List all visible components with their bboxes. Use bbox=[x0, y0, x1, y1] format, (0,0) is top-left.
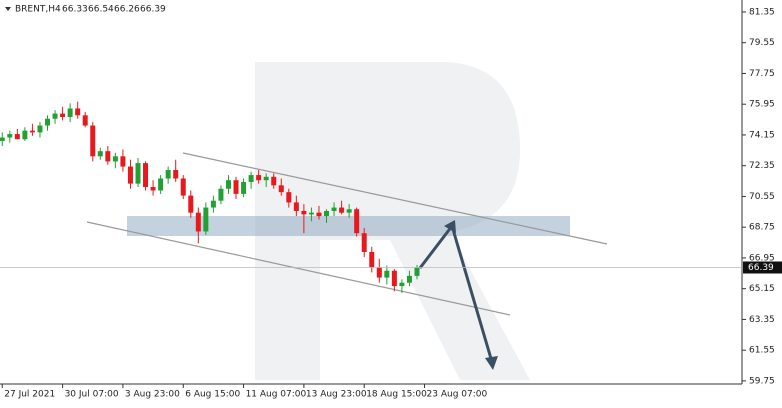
channel-line bbox=[86, 221, 511, 316]
header-value: 66.54 bbox=[88, 5, 114, 15]
header-value: 66.39 bbox=[140, 5, 166, 15]
candle-body bbox=[354, 209, 360, 234]
candle-body bbox=[60, 113, 66, 118]
candle-body bbox=[399, 282, 405, 287]
candle-body bbox=[22, 130, 28, 140]
candle-body bbox=[105, 151, 111, 162]
candle-body bbox=[256, 175, 262, 181]
candle-body bbox=[210, 200, 216, 208]
candles bbox=[0, 101, 420, 293]
candle-body bbox=[218, 188, 224, 201]
candle-body bbox=[165, 169, 171, 179]
channel-line bbox=[182, 152, 608, 245]
candle-body bbox=[361, 233, 367, 252]
y-tick-label: 68.75 bbox=[749, 223, 775, 233]
candle-body bbox=[301, 210, 307, 215]
arrow-head bbox=[485, 356, 498, 370]
candle-body bbox=[241, 181, 247, 194]
candle-body bbox=[271, 176, 277, 186]
candle-body bbox=[14, 134, 20, 140]
candle-body bbox=[97, 151, 103, 157]
last-price-label: 66.39 bbox=[748, 263, 774, 273]
symbol: BRENT,H4 bbox=[15, 5, 61, 15]
arrow-head bbox=[444, 220, 456, 233]
x-tick-label: 18 Aug 15:00 bbox=[366, 390, 427, 400]
menu-icon[interactable] bbox=[5, 7, 11, 11]
x-tick-label: 3 Aug 23:00 bbox=[125, 390, 180, 400]
x-tick-label: 27 Jul 2021 bbox=[4, 390, 55, 400]
candle-body bbox=[263, 176, 269, 181]
candle-body bbox=[127, 166, 133, 184]
last-price-box bbox=[743, 261, 782, 274]
candle-body bbox=[7, 134, 13, 138]
x-tick-label: 11 Aug 07:00 bbox=[246, 390, 307, 400]
candle-body bbox=[369, 251, 375, 268]
y-tick-label: 65.15 bbox=[749, 284, 775, 294]
candle-body bbox=[376, 267, 382, 278]
candle-body bbox=[188, 195, 194, 213]
y-tick-label: 79.55 bbox=[749, 38, 775, 48]
candle-body bbox=[75, 108, 81, 116]
candle-body bbox=[52, 113, 58, 119]
candle-body bbox=[82, 115, 88, 126]
y-tick-label: 59.75 bbox=[749, 376, 775, 386]
y-tick-label: 72.35 bbox=[749, 161, 775, 171]
candle-body bbox=[150, 187, 156, 191]
candle-body bbox=[120, 156, 126, 167]
candle-body bbox=[29, 130, 35, 133]
header-value: 66.33 bbox=[62, 5, 88, 15]
y-tick-label: 70.55 bbox=[749, 192, 775, 202]
y-tick-label: 74.15 bbox=[749, 130, 775, 140]
candle-body bbox=[158, 178, 164, 191]
candle-body bbox=[391, 270, 397, 287]
candle-body bbox=[67, 108, 73, 118]
x-tick-label: 30 Jul 07:00 bbox=[65, 390, 119, 400]
candle-body bbox=[384, 270, 390, 278]
candle-body bbox=[346, 209, 352, 213]
candle-body bbox=[90, 125, 96, 157]
candle-body bbox=[180, 178, 186, 196]
y-tick-label: 63.35 bbox=[749, 315, 775, 325]
x-tick-label: 23 Aug 07:00 bbox=[427, 390, 488, 400]
x-tick-label: 13 Aug 23:00 bbox=[306, 390, 367, 400]
y-tick-label: 75.95 bbox=[749, 100, 775, 110]
candle-body bbox=[233, 180, 239, 194]
candle-body bbox=[324, 210, 330, 217]
candle-body bbox=[173, 169, 179, 179]
candle-body bbox=[406, 275, 412, 283]
candle-body bbox=[308, 212, 314, 215]
y-tick-label: 81.35 bbox=[749, 7, 775, 17]
candle-body bbox=[339, 207, 345, 213]
candle-body bbox=[278, 185, 284, 193]
candle-body bbox=[37, 125, 43, 133]
header-value: 66.26 bbox=[114, 5, 140, 15]
y-tick-label: 66.95 bbox=[749, 253, 775, 263]
candle-body bbox=[414, 267, 420, 276]
candle-body bbox=[225, 180, 231, 189]
candle-body bbox=[112, 156, 118, 162]
candle-body bbox=[143, 163, 149, 188]
candle-body bbox=[293, 202, 299, 211]
candle-body bbox=[286, 192, 292, 203]
y-tick-label: 61.55 bbox=[749, 346, 775, 356]
candle-body bbox=[248, 175, 254, 182]
candle-body bbox=[331, 207, 337, 211]
candle-body bbox=[135, 163, 141, 184]
zone bbox=[127, 216, 570, 236]
candle-body bbox=[0, 137, 5, 141]
candle-body bbox=[45, 118, 51, 126]
candle-body bbox=[195, 212, 201, 232]
candle-body bbox=[203, 207, 209, 232]
candle-body bbox=[316, 212, 322, 217]
y-tick-label: 77.75 bbox=[749, 69, 775, 79]
x-tick-label: 6 Aug 15:00 bbox=[185, 390, 240, 400]
